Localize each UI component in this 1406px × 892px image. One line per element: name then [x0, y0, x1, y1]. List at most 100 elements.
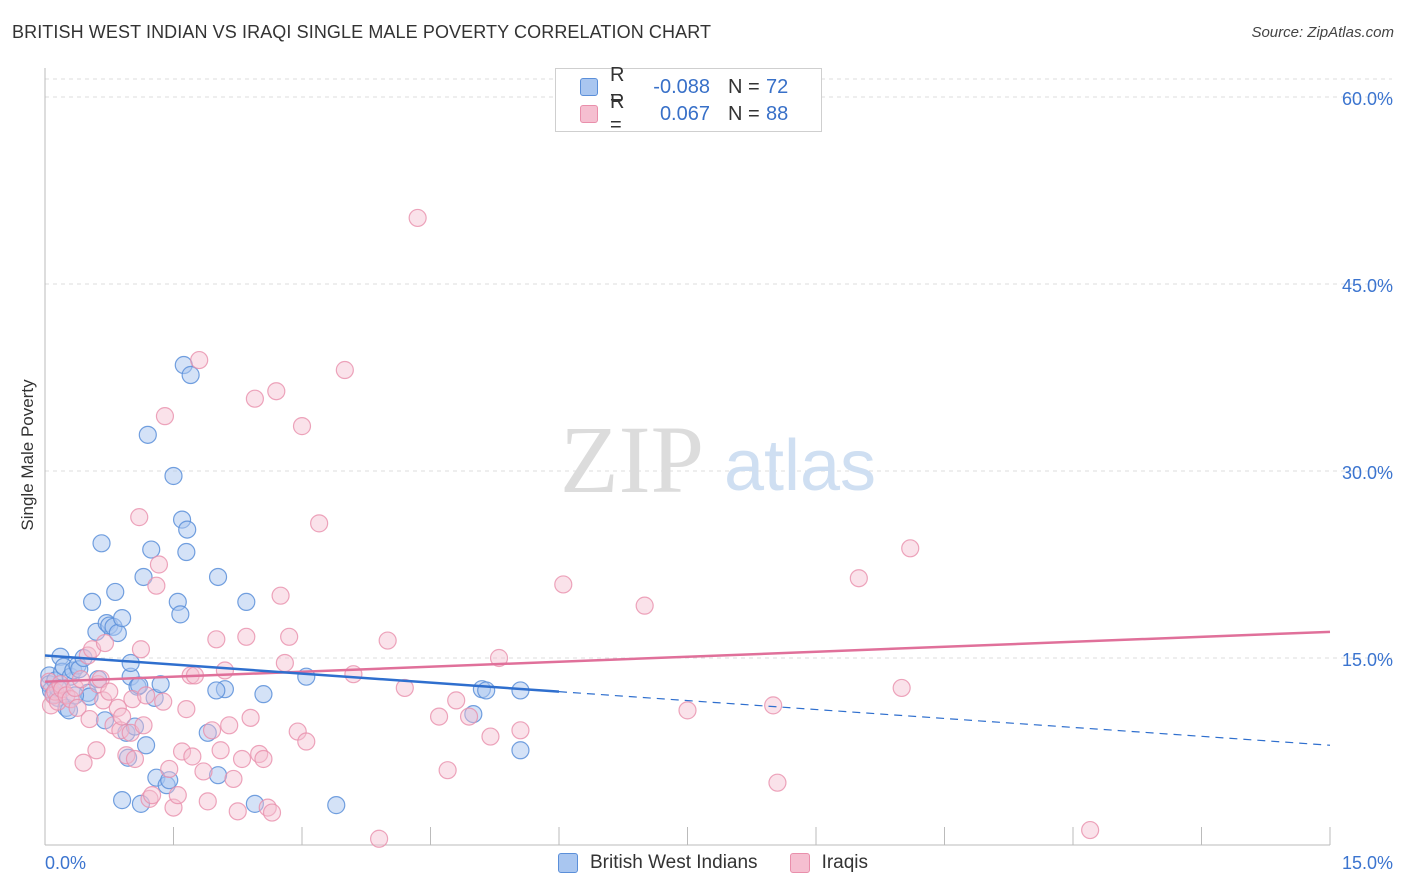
data-point-british-west-indians	[92, 534, 111, 553]
data-point-iraqis	[764, 696, 783, 715]
data-point-british-west-indians	[164, 466, 183, 486]
data-point-iraqis	[554, 575, 573, 594]
data-point-british-west-indians	[151, 675, 170, 694]
legend-swatch-pink	[580, 105, 598, 123]
data-point-iraqis	[100, 682, 119, 701]
data-point-iraqis	[136, 686, 156, 705]
chart-title: BRITISH WEST INDIAN VS IRAQI SINGLE MALE…	[12, 22, 712, 42]
data-point-british-west-indians	[171, 605, 190, 624]
data-point-iraqis	[134, 716, 153, 735]
legend-n-label: N =	[728, 75, 760, 98]
data-point-british-west-indians	[138, 425, 157, 444]
legend-n-label: N =	[728, 102, 760, 125]
data-point-iraqis	[292, 417, 312, 436]
data-point-iraqis	[95, 633, 115, 653]
data-point-iraqis	[155, 407, 175, 426]
data-point-iraqis	[901, 539, 920, 558]
data-point-iraqis	[310, 514, 329, 533]
data-point-iraqis	[408, 208, 427, 228]
data-point-iraqis	[254, 749, 273, 769]
watermark-atlas: atlas	[724, 426, 876, 506]
data-point-iraqis	[147, 576, 166, 595]
data-point-british-west-indians	[83, 592, 102, 612]
trend-line-british-west-indians	[44, 654, 560, 693]
trend-line-extension	[558, 691, 1331, 746]
legend-item-british-west-indians: British West Indians	[558, 852, 758, 874]
data-point-iraqis	[459, 707, 479, 726]
data-point-iraqis	[131, 640, 151, 659]
data-point-iraqis	[149, 555, 169, 574]
legend-r-value: -0.088	[653, 75, 710, 98]
data-point-iraqis	[154, 692, 173, 711]
y-axis-label: Single Male Poverty	[18, 379, 37, 531]
data-point-british-west-indians	[136, 736, 156, 755]
data-point-iraqis	[271, 586, 290, 605]
legend-row-iraqis: R = 0.067 N = 88	[580, 91, 788, 136]
x-tick-label: 0.0%	[45, 853, 86, 873]
data-point-iraqis	[635, 596, 654, 615]
data-point-iraqis	[395, 678, 414, 698]
source-label: Source: ZipAtlas.com	[1251, 24, 1394, 41]
legend-swatch-blue	[558, 853, 578, 873]
data-point-iraqis	[112, 707, 132, 726]
data-point-british-west-indians	[95, 711, 115, 730]
watermark-zip: ZIP	[560, 406, 704, 513]
legend-swatch-blue	[580, 78, 598, 96]
data-point-iraqis	[280, 627, 299, 646]
data-point-iraqis	[275, 653, 294, 673]
legend-n-value: 72	[766, 75, 789, 98]
data-point-iraqis	[142, 786, 162, 805]
data-point-british-west-indians	[237, 592, 256, 612]
trend-lines	[44, 630, 1331, 746]
data-point-iraqis	[172, 742, 192, 761]
legend-r-value: 0.067	[659, 102, 710, 125]
grid-lines	[45, 78, 1392, 659]
y-tick-label: 30.0%	[1342, 463, 1393, 483]
data-point-iraqis	[489, 648, 509, 668]
data-point-british-west-indians	[178, 520, 197, 539]
y-tick-label: 60.0%	[1342, 89, 1393, 109]
data-point-british-west-indians	[181, 365, 200, 385]
data-point-british-west-indians	[208, 766, 228, 785]
y-tick-label: 15.0%	[1342, 650, 1393, 670]
data-point-british-west-indians	[207, 681, 226, 700]
data-point-iraqis	[211, 741, 230, 760]
data-point-iraqis	[429, 707, 449, 726]
data-point-iraqis	[262, 803, 282, 822]
legend-item-iraqis: Iraqis	[789, 852, 868, 874]
legend-swatch-pink	[789, 853, 810, 873]
data-point-british-west-indians	[254, 685, 273, 704]
data-point-iraqis	[245, 389, 264, 408]
legend-row-british-west-indians: R = -0.088 N = 72	[580, 64, 789, 109]
data-point-iraqis	[335, 360, 354, 380]
data-point-british-west-indians	[477, 681, 496, 700]
x-tick-label: 15.0%	[1342, 853, 1393, 873]
data-point-iraqis	[481, 727, 500, 746]
data-point-iraqis	[168, 786, 187, 805]
data-point-iraqis	[1081, 820, 1100, 840]
data-point-iraqis	[87, 741, 106, 760]
data-point-iraqis	[108, 698, 127, 717]
watermark: ZIP atlas	[560, 406, 876, 513]
data-point-iraqis	[678, 701, 697, 720]
data-point-british-west-indians	[142, 540, 161, 559]
data-point-british-west-indians	[134, 567, 153, 587]
data-point-iraqis	[215, 661, 234, 680]
data-point-iraqis	[130, 508, 149, 527]
data-point-iraqis	[232, 749, 252, 769]
data-point-iraqis	[224, 769, 243, 789]
data-point-iraqis	[511, 721, 530, 740]
data-point-iraqis	[370, 829, 389, 848]
data-point-iraqis	[123, 690, 142, 709]
data-point-british-west-indians	[106, 582, 125, 602]
data-point-iraqis	[207, 630, 226, 649]
series-legend: British West Indians Iraqis	[558, 852, 900, 874]
tick-labels: 15.0% 30.0% 45.0% 60.0% 0.0% 15.0%	[45, 89, 1393, 873]
data-point-iraqis	[378, 631, 397, 650]
data-point-iraqis	[241, 708, 260, 727]
data-point-iraqis	[447, 691, 466, 710]
data-point-iraqis	[74, 753, 93, 772]
data-point-iraqis	[768, 773, 787, 792]
data-point-iraqis	[220, 716, 239, 735]
data-point-iraqis	[125, 749, 145, 769]
